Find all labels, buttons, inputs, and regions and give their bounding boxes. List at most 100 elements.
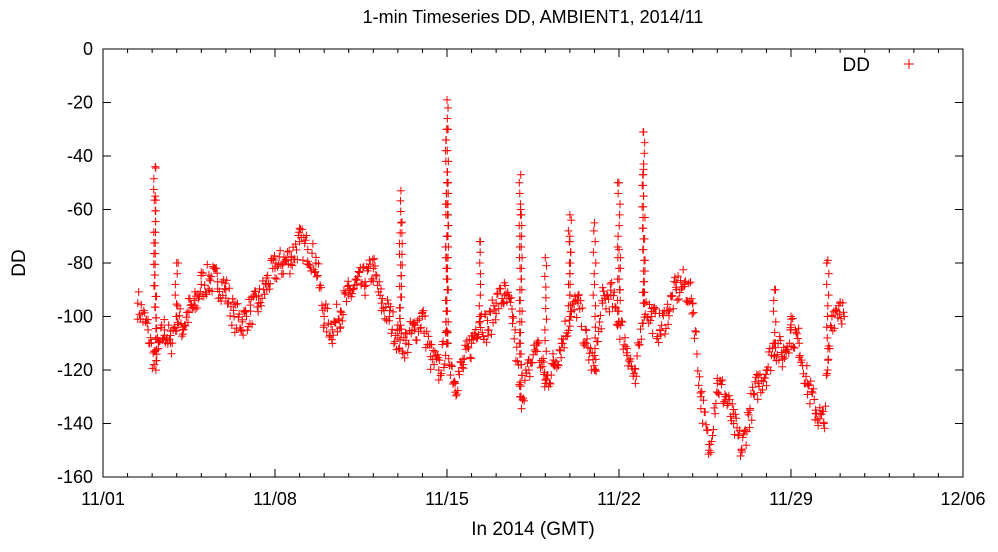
dd-point	[449, 378, 458, 387]
dd-spike-point	[640, 256, 649, 265]
dd-point	[546, 379, 555, 388]
dd-point	[840, 312, 849, 321]
dd-spike-point	[542, 347, 551, 356]
dd-spike-point	[171, 291, 180, 300]
dd-point	[684, 279, 693, 288]
dd-spike-point	[824, 291, 833, 300]
dd-point	[582, 339, 591, 348]
dd-point	[148, 364, 157, 373]
dd-point	[447, 361, 456, 370]
dd-point	[369, 277, 378, 286]
dd-point	[361, 281, 370, 290]
dd-point	[286, 260, 295, 269]
dd-point	[330, 317, 339, 326]
dd-point	[492, 309, 501, 318]
dd-point	[389, 339, 398, 348]
dd-spike-point	[516, 264, 525, 273]
dd-point	[178, 323, 187, 332]
dd-point	[376, 284, 385, 293]
dd-point	[255, 284, 264, 293]
dd-point	[505, 294, 514, 303]
dd-point	[321, 300, 330, 309]
dd-point	[476, 323, 485, 332]
dd-point	[134, 287, 143, 296]
dd-spike-point	[173, 269, 182, 278]
dd-point	[344, 291, 353, 300]
dd-spike-point	[770, 328, 779, 337]
dd-point	[737, 446, 746, 455]
dd-point	[243, 326, 252, 335]
dd-point	[776, 336, 785, 345]
dd-spike-point	[769, 307, 778, 316]
dd-point	[413, 316, 422, 325]
dd-point	[683, 298, 692, 307]
dd-spike-point	[539, 357, 548, 366]
dd-point	[426, 365, 435, 374]
dd-point	[758, 385, 767, 394]
dd-spike-point	[517, 360, 526, 369]
dd-point	[830, 324, 839, 333]
dd-point	[814, 414, 823, 423]
dd-point	[704, 450, 713, 459]
dd-point	[185, 294, 194, 303]
dd-point	[434, 375, 443, 384]
dd-point	[293, 255, 302, 264]
dd-point	[237, 326, 246, 335]
dd-spike-point	[638, 202, 647, 211]
dd-point	[831, 306, 840, 315]
dd-spike-point	[475, 301, 484, 310]
dd-point	[636, 325, 645, 334]
dd-point	[383, 296, 392, 305]
dd-spike-point	[564, 226, 573, 235]
dd-point	[172, 300, 181, 309]
dd-point	[598, 283, 607, 292]
dd-spike-point	[614, 189, 623, 198]
dd-point	[254, 307, 263, 316]
dd-point	[696, 392, 705, 401]
dd-point	[778, 352, 787, 361]
dd-point	[453, 386, 462, 395]
dd-point	[328, 325, 337, 334]
dd-point	[351, 275, 360, 284]
dd-point	[312, 272, 321, 281]
dd-point	[773, 350, 782, 359]
dd-point	[707, 437, 716, 446]
dd-point	[561, 317, 570, 326]
dd-spike-point	[150, 271, 159, 280]
dd-point	[814, 421, 823, 430]
dd-point	[334, 315, 343, 324]
dd-point	[213, 277, 222, 286]
dd-spike-point	[590, 218, 599, 227]
dd-point	[369, 264, 378, 273]
dd-point	[670, 277, 679, 286]
dd-point	[589, 361, 598, 370]
dd-point	[396, 321, 405, 330]
dd-spike-point	[443, 210, 452, 219]
dd-point	[485, 307, 494, 316]
dd-point	[283, 247, 292, 256]
dd-point	[734, 431, 743, 440]
dd-point	[583, 334, 592, 343]
dd-point	[320, 312, 329, 321]
dd-spike-point	[443, 168, 452, 177]
dd-point	[500, 291, 509, 300]
dd-point	[311, 259, 320, 267]
dd-point	[646, 316, 655, 325]
dd-point	[176, 319, 185, 328]
dd-point	[508, 312, 517, 321]
dd-point	[458, 355, 467, 364]
dd-data-points	[133, 95, 849, 460]
dd-point	[430, 360, 439, 369]
dd-point	[747, 416, 756, 425]
dd-point	[803, 390, 812, 399]
dd-spike-point	[639, 224, 648, 233]
dd-point	[197, 280, 206, 289]
dd-point	[668, 291, 677, 300]
dd-point	[164, 321, 173, 330]
dd-point	[631, 365, 640, 374]
dd-point	[711, 399, 720, 408]
dd-point	[150, 360, 159, 369]
dd-spike-point	[152, 345, 161, 354]
dd-spike-point	[443, 285, 452, 294]
dd-spike-point	[565, 237, 574, 246]
